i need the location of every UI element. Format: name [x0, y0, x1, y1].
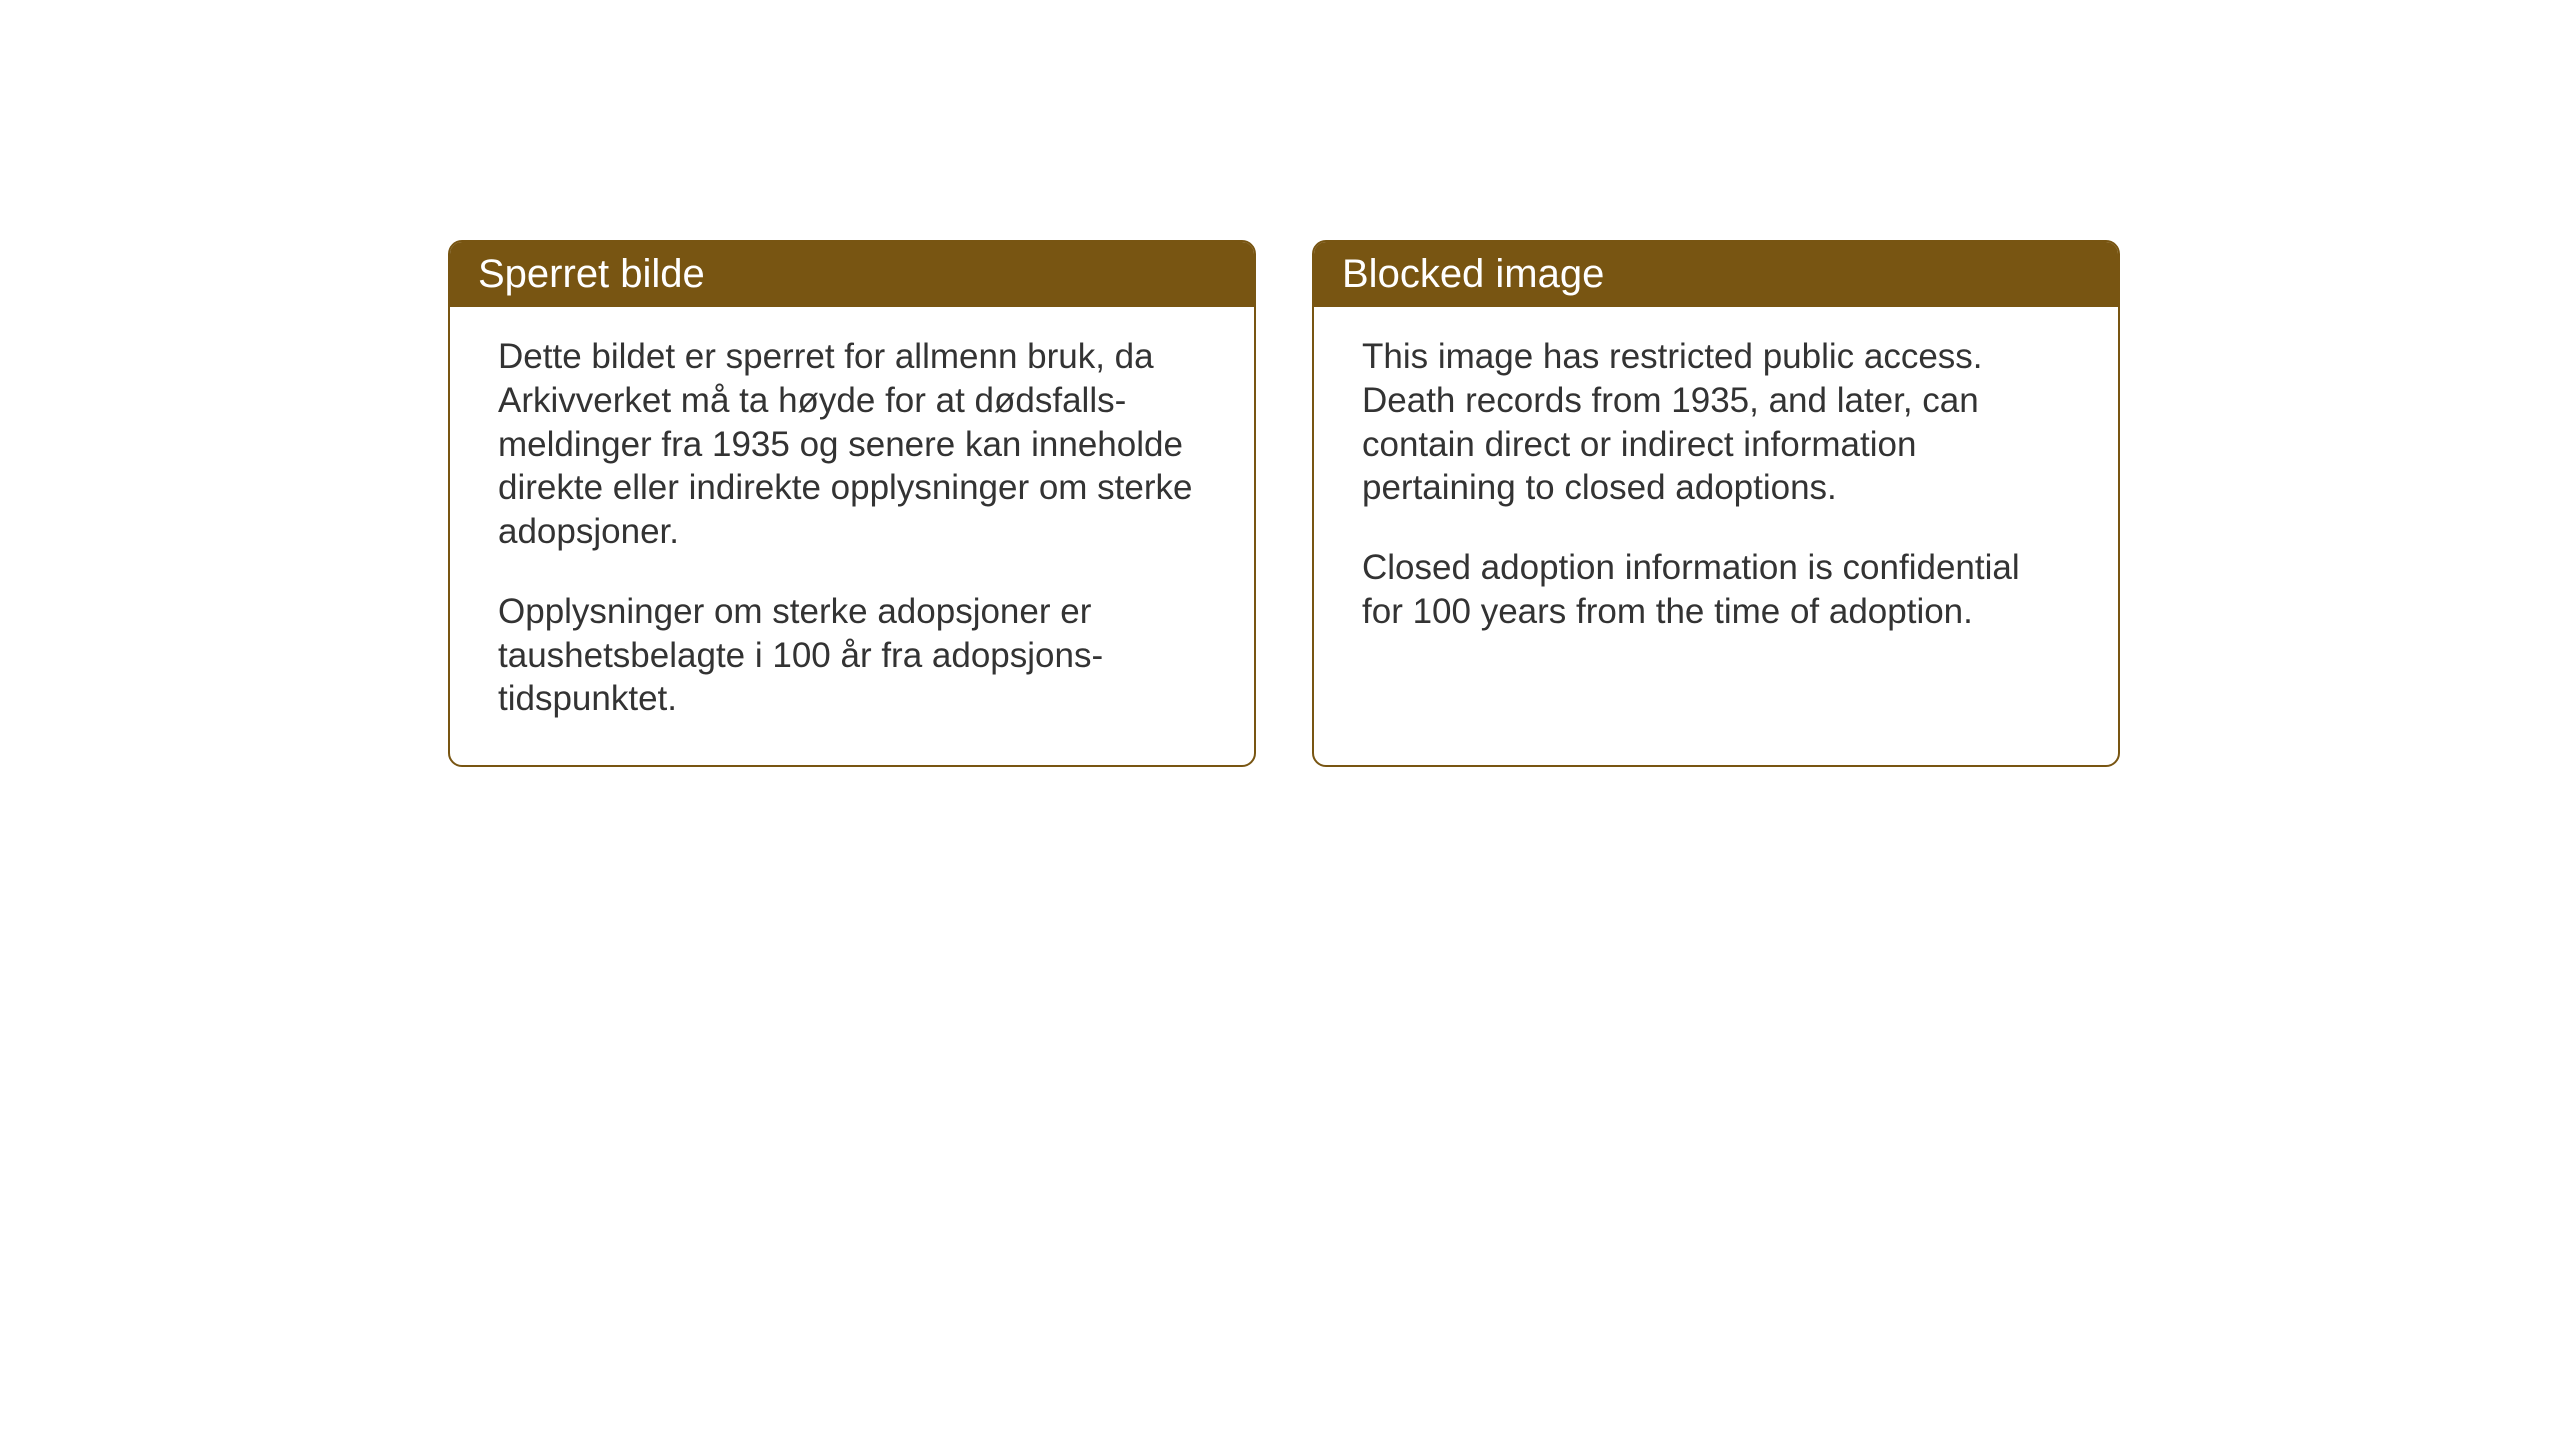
notice-container: Sperret bilde Dette bildet er sperret fo… — [448, 240, 2120, 767]
card-title: Blocked image — [1342, 252, 1604, 296]
card-header: Blocked image — [1314, 242, 2118, 307]
notice-card-norwegian: Sperret bilde Dette bildet er sperret fo… — [448, 240, 1256, 767]
card-title: Sperret bilde — [478, 252, 705, 296]
card-paragraph: Opplysninger om sterke adopsjoner er tau… — [498, 590, 1206, 721]
card-body: Dette bildet er sperret for allmenn bruk… — [450, 307, 1254, 765]
card-paragraph: Closed adoption information is confident… — [1362, 546, 2070, 634]
card-body: This image has restricted public access.… — [1314, 307, 2118, 678]
card-paragraph: This image has restricted public access.… — [1362, 335, 2070, 510]
card-header: Sperret bilde — [450, 242, 1254, 307]
card-paragraph: Dette bildet er sperret for allmenn bruk… — [498, 335, 1206, 554]
notice-card-english: Blocked image This image has restricted … — [1312, 240, 2120, 767]
